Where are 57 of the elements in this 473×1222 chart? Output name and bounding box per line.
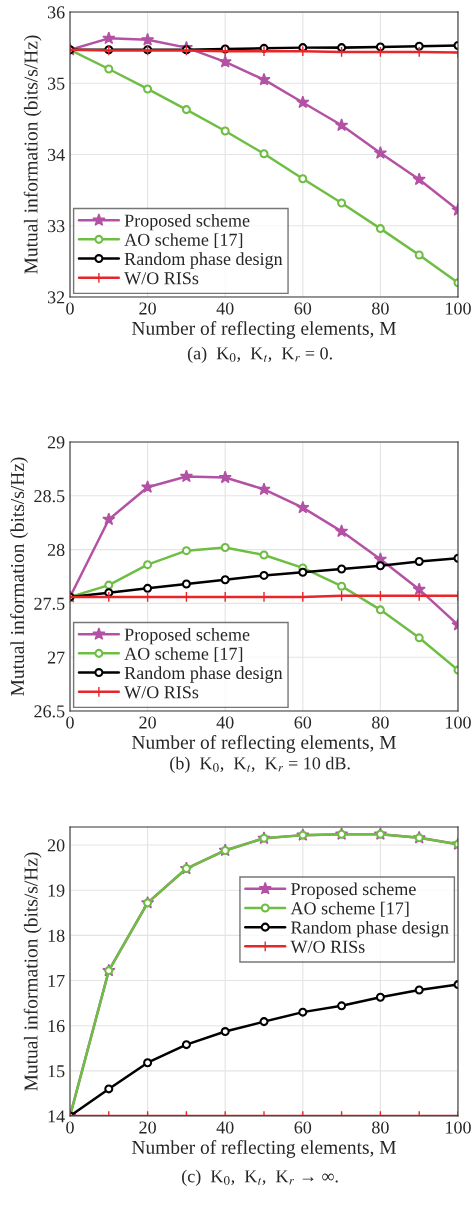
legend-label: AO scheme [17] (124, 647, 243, 663)
legend-label: Proposed scheme (124, 627, 250, 645)
y-tick-label: 35 (47, 77, 65, 90)
x-tick-label: 100 (446, 302, 471, 315)
x-tick-label: 60 (294, 716, 312, 729)
x-tick-label: 80 (372, 302, 389, 315)
x-tick-label: 0 (66, 302, 74, 315)
legend-label: Random phase design (291, 920, 449, 938)
y-tick-label: 33 (47, 220, 65, 233)
legend-label: AO scheme [17] (290, 901, 409, 917)
text: (c) K$_{0}$, K$_{t}$, K$_{r}$ → ∞. (182, 1169, 338, 1187)
y-axis-title: Mutual information (bits/s/Hz) (23, 852, 42, 1091)
x-axis-title: Number of reflecting elements, M (132, 735, 396, 753)
x-tick-label: 100 (446, 716, 471, 729)
legend-label: AO scheme [17] (124, 233, 243, 249)
x-tick-label: 20 (139, 302, 156, 315)
y-tick-label: 16 (48, 1020, 65, 1033)
x-tick-label: 20 (139, 1121, 156, 1134)
legend-label: Random phase design (124, 666, 283, 683)
y-tick-label: 27.5 (34, 597, 65, 610)
legend-label: Proposed scheme (124, 213, 250, 231)
legend-label: W/O RISs (124, 686, 199, 699)
y-tick-label: 19 (48, 884, 65, 897)
y-tick-label: 36 (47, 6, 65, 19)
text: (a) K$_{0}$, K$_{t}$, K$_{r}$ = 0. (187, 346, 332, 364)
legend-label: Proposed scheme (291, 882, 416, 899)
y-tick-label: 27 (47, 651, 65, 664)
x-tick-label: 0 (66, 716, 74, 729)
x-tick-label: 80 (372, 1121, 389, 1134)
y-tick-label: 34 (47, 148, 65, 161)
y-tick-label: 18 (48, 929, 65, 942)
y-axis-title: Mutual information (bits/s/Hz) (10, 457, 28, 696)
x-tick-label: 40 (216, 1121, 234, 1134)
y-tick-label: 17 (48, 974, 65, 987)
x-axis-title: Number of reflecting elements, M (132, 321, 396, 339)
x-tick-label: 100 (446, 1121, 471, 1134)
legend-label: W/O RISs (290, 940, 365, 953)
x-tick-label: 60 (294, 302, 312, 315)
text: (b) K$_{0}$, K$_{t}$, K$_{r}$ = 10 dB. (170, 756, 350, 774)
y-tick-label: 28 (47, 543, 65, 557)
y-tick-label: 14 (48, 1110, 65, 1123)
x-tick-label: 80 (372, 716, 389, 729)
legend-label: W/O RISs (124, 272, 199, 285)
x-tick-label: 60 (294, 1121, 312, 1134)
x-axis-title: Number of reflecting elements, M (132, 1140, 396, 1158)
x-tick-label: 20 (139, 716, 156, 729)
x-tick-label: 0 (66, 1121, 74, 1134)
y-tick-label: 26.5 (34, 705, 65, 718)
y-axis-title: Mutual information (bits/s/Hz) (23, 35, 42, 274)
y-tick-label: 28.5 (34, 490, 65, 503)
y-tick-label: 29 (47, 436, 65, 449)
y-tick-label: 20 (47, 839, 65, 852)
y-tick-label: 15 (48, 1065, 65, 1078)
x-tick-label: 40 (216, 302, 234, 315)
legend-label: Random phase design (124, 252, 283, 269)
y-tick-label: 32 (47, 291, 65, 304)
x-tick-label: 40 (216, 716, 234, 729)
